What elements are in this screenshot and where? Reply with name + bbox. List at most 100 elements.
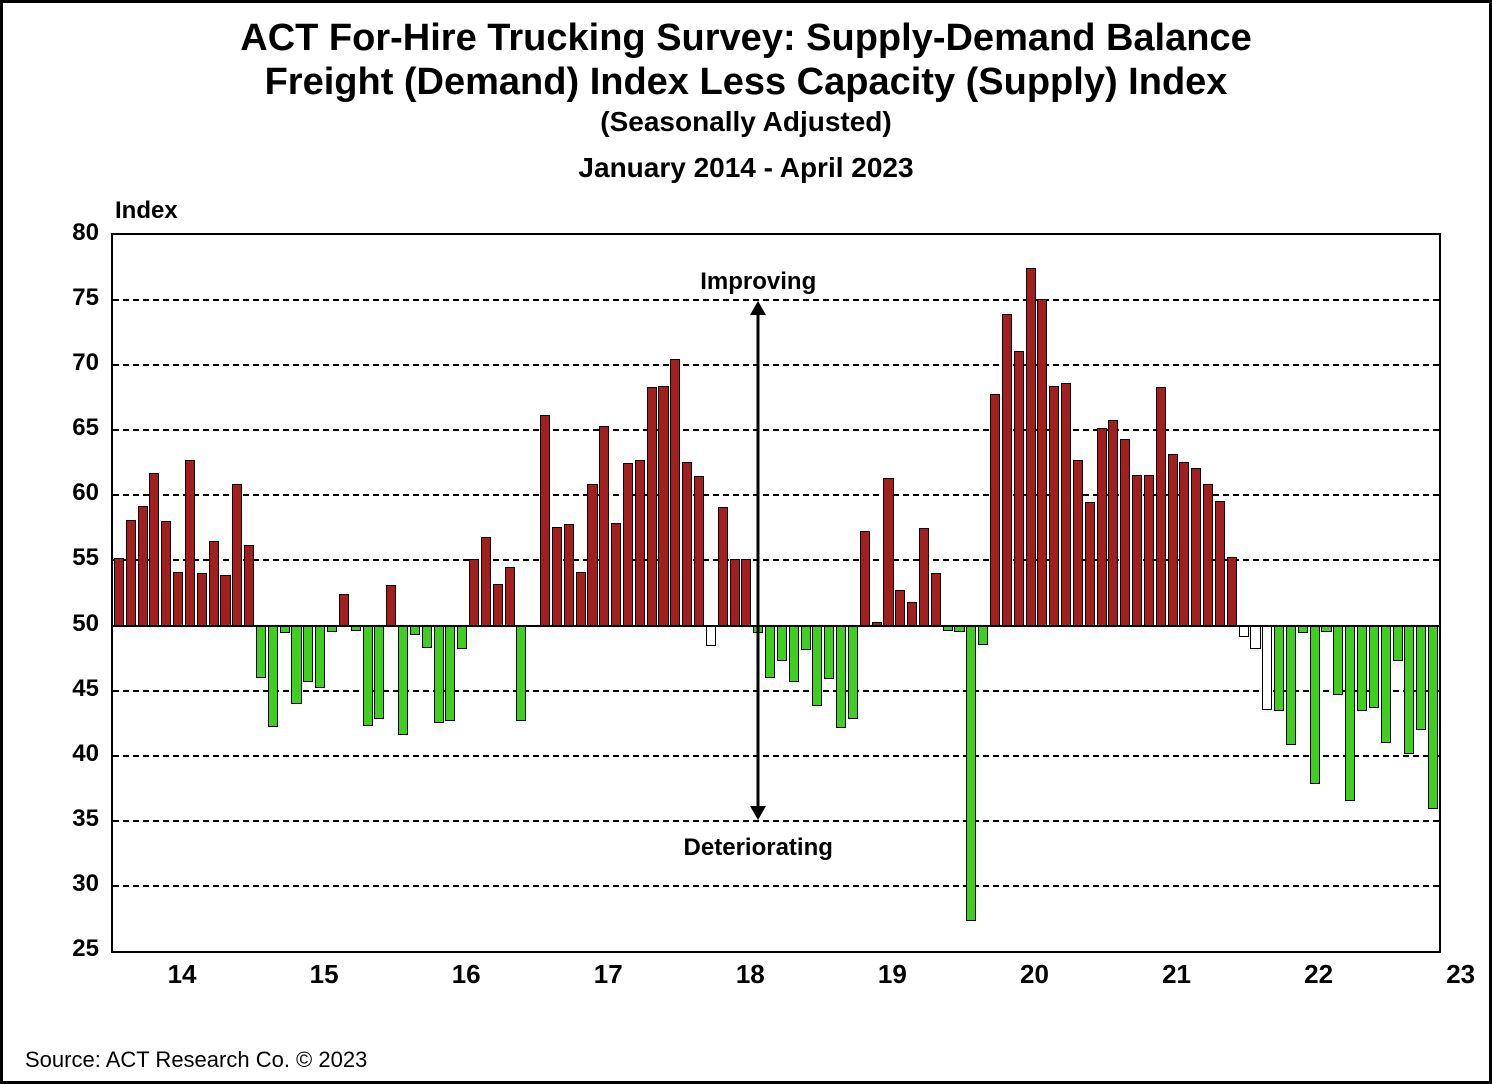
bar	[126, 520, 136, 625]
bar	[978, 626, 988, 646]
bar	[1014, 351, 1024, 626]
title-line-2: Freight (Demand) Index Less Capacity (Su…	[3, 61, 1489, 105]
annotation-improving: Improving	[700, 268, 816, 296]
bar	[1120, 439, 1130, 625]
y-tick-label: 55	[49, 544, 99, 572]
y-tick-label: 60	[49, 479, 99, 507]
bar	[505, 567, 515, 626]
bar	[670, 359, 680, 626]
bar	[481, 537, 491, 626]
bar	[860, 531, 870, 626]
bar	[339, 594, 349, 625]
bar	[1168, 454, 1178, 626]
source-text: Source: ACT Research Co. © 2023	[25, 1047, 367, 1073]
grid-line	[113, 429, 1439, 431]
chart-area: Index ImprovingDeteriorating 25303540455…	[43, 203, 1453, 1013]
bar	[599, 426, 609, 625]
bar	[1026, 268, 1036, 626]
bar	[291, 626, 301, 704]
bar	[730, 559, 740, 625]
x-tick-label: 14	[168, 959, 197, 990]
bar	[1310, 626, 1320, 785]
bar	[943, 626, 953, 631]
bar	[1179, 462, 1189, 626]
bar	[1085, 502, 1095, 626]
bar	[1262, 626, 1272, 711]
bar	[812, 626, 822, 707]
bar	[303, 626, 313, 682]
chart-container: ACT For-Hire Trucking Survey: Supply-Dem…	[0, 0, 1492, 1084]
bar	[635, 460, 645, 625]
bar	[434, 626, 444, 724]
bar	[1037, 299, 1047, 626]
bar	[185, 460, 195, 625]
x-tick-label: 15	[310, 959, 339, 990]
y-tick-label: 40	[49, 740, 99, 768]
bar	[1393, 626, 1403, 661]
bar	[848, 626, 858, 720]
bar	[883, 478, 893, 625]
y-tick-label: 30	[49, 870, 99, 898]
bar	[1108, 420, 1118, 626]
bar	[1357, 626, 1367, 712]
bar	[552, 527, 562, 626]
y-tick-label: 70	[49, 349, 99, 377]
arrow-shaft	[757, 313, 760, 808]
y-tick-label: 45	[49, 675, 99, 703]
bar	[256, 626, 266, 678]
bar	[611, 523, 621, 626]
grid-line	[113, 494, 1439, 496]
x-tick-label: 22	[1304, 959, 1333, 990]
bar	[540, 415, 550, 626]
bar	[1227, 557, 1237, 626]
bar	[718, 507, 728, 625]
bar	[919, 528, 929, 626]
bar	[907, 602, 917, 625]
bar	[114, 558, 124, 626]
bar	[422, 626, 432, 648]
y-tick-label: 80	[49, 219, 99, 247]
bar	[445, 626, 455, 721]
bar	[1156, 387, 1166, 625]
bar	[564, 524, 574, 626]
bar	[280, 626, 290, 634]
bar	[1369, 626, 1379, 708]
bar	[1191, 468, 1201, 626]
bar	[209, 541, 219, 626]
x-tick-label: 18	[736, 959, 765, 990]
bar	[351, 626, 361, 631]
bar	[1428, 626, 1438, 810]
bar	[931, 573, 941, 625]
bar	[990, 394, 1000, 626]
bar	[966, 626, 976, 922]
bar	[232, 484, 242, 626]
bar	[244, 545, 254, 626]
bar	[706, 626, 716, 647]
arrow-head-down-icon	[750, 806, 766, 820]
bar	[469, 559, 479, 625]
bar	[623, 463, 633, 626]
bar	[363, 626, 373, 726]
bar	[1061, 383, 1071, 625]
grid-line	[113, 755, 1439, 757]
bar	[1073, 460, 1083, 625]
bar	[173, 572, 183, 625]
x-tick-label: 17	[594, 959, 623, 990]
bar	[872, 622, 882, 626]
bar	[1416, 626, 1426, 730]
annotation-deteriorating: Deteriorating	[684, 834, 833, 862]
bar	[1215, 501, 1225, 626]
grid-line	[113, 364, 1439, 366]
title-line-1: ACT For-Hire Trucking Survey: Supply-Dem…	[3, 17, 1489, 61]
x-tick-label: 19	[878, 959, 907, 990]
bar	[398, 626, 408, 735]
bar	[327, 626, 337, 633]
bar	[268, 626, 278, 728]
y-tick-label: 75	[49, 284, 99, 312]
bar	[1250, 626, 1260, 649]
bar	[138, 506, 148, 626]
bar	[386, 585, 396, 625]
x-tick-label: 23	[1446, 959, 1475, 990]
bar	[1049, 386, 1059, 626]
y-tick-label: 25	[49, 935, 99, 963]
